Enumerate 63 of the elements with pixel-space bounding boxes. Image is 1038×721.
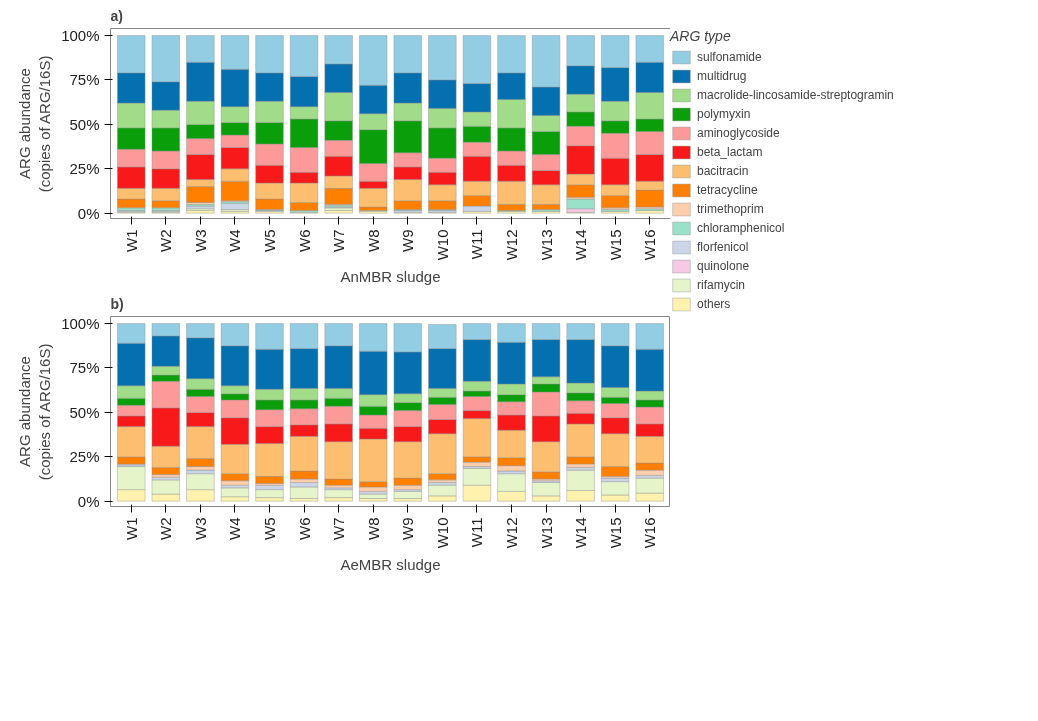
x-tick-label: W1 [122, 517, 140, 540]
x-tick-label: W5 [261, 229, 279, 252]
legend-label: rifamycin [697, 278, 746, 292]
x-tick-label: W10 [433, 517, 451, 549]
x-tick-label: W2 [157, 517, 175, 540]
legend-label: others [697, 297, 731, 311]
x-tick-label: W4 [226, 517, 244, 540]
y-tick-label: 25% [69, 160, 100, 178]
x-tick-label: W8 [364, 229, 382, 252]
x-tick-label: W4 [226, 229, 244, 252]
x-tick-label: W11 [468, 517, 486, 548]
x-tick-label: W3 [191, 229, 209, 252]
legend-label: multidrug [697, 69, 747, 83]
legend-label: quinolone [697, 259, 750, 273]
legend-label: macrolide-lincosamide-streptogramin [697, 88, 894, 102]
x-tick-label: W16 [641, 517, 659, 549]
legend-label: bacitracin [697, 164, 749, 178]
x-tick-label: W12 [502, 229, 520, 261]
legend-title: ARG type [670, 28, 732, 44]
y-tick-label: 0% [77, 204, 100, 222]
y-tick-label: 25% [69, 448, 100, 466]
y-tick-label: 75% [69, 71, 100, 89]
x-tick-label: W7 [330, 229, 348, 252]
chart-title: b) [110, 295, 124, 312]
y-tick-label: 0% [77, 492, 100, 510]
legend-label: sulfonamide [697, 50, 762, 64]
x-tick-label: W2 [157, 229, 175, 252]
chart-title: a) [110, 7, 123, 24]
x-tick-label: W6 [295, 517, 313, 540]
x-tick-label: W7 [330, 517, 348, 540]
y-tick-label: 100% [61, 315, 100, 333]
legend-label: trimethoprim [697, 202, 764, 216]
legend-label: tetracycline [697, 183, 758, 197]
x-tick-label: W14 [572, 229, 590, 261]
x-tick-label: W15 [606, 229, 624, 261]
legend-label: florfenicol [697, 240, 749, 254]
x-tick-label: W13 [537, 229, 555, 261]
x-tick-label: W13 [537, 517, 555, 549]
x-tick-label: W15 [606, 517, 624, 549]
x-tick-label: W10 [433, 229, 451, 261]
x-tick-label: W5 [261, 517, 279, 540]
y-tick-label: 50% [69, 115, 100, 133]
x-tick-label: W16 [641, 229, 659, 261]
x-axis-title: AnMBR sludge [340, 268, 441, 286]
x-tick-label: W14 [572, 517, 590, 549]
legend-label: polymyxin [697, 107, 751, 121]
x-tick-label: W8 [364, 517, 382, 540]
x-tick-label: W9 [399, 229, 417, 252]
y-axis-title: ARG abundance (copies of ARG/16S) [15, 343, 54, 481]
x-tick-label: W11 [468, 229, 486, 260]
x-tick-label: W3 [191, 517, 209, 540]
x-axis-title: AeMBR sludge [340, 556, 441, 574]
legend-label: chloramphenicol [697, 221, 785, 235]
y-tick-label: 75% [69, 359, 100, 377]
legend-label: aminoglycoside [697, 126, 780, 140]
y-tick-label: 50% [69, 403, 100, 421]
x-tick-label: W12 [502, 517, 520, 549]
legend-label: beta_lactam [697, 145, 763, 159]
y-tick-label: 100% [61, 27, 100, 45]
x-tick-label: W6 [295, 229, 313, 252]
x-tick-label: W9 [399, 517, 417, 540]
y-axis-title: ARG abundance (copies of ARG/16S) [15, 55, 54, 193]
x-tick-label: W1 [122, 229, 140, 252]
